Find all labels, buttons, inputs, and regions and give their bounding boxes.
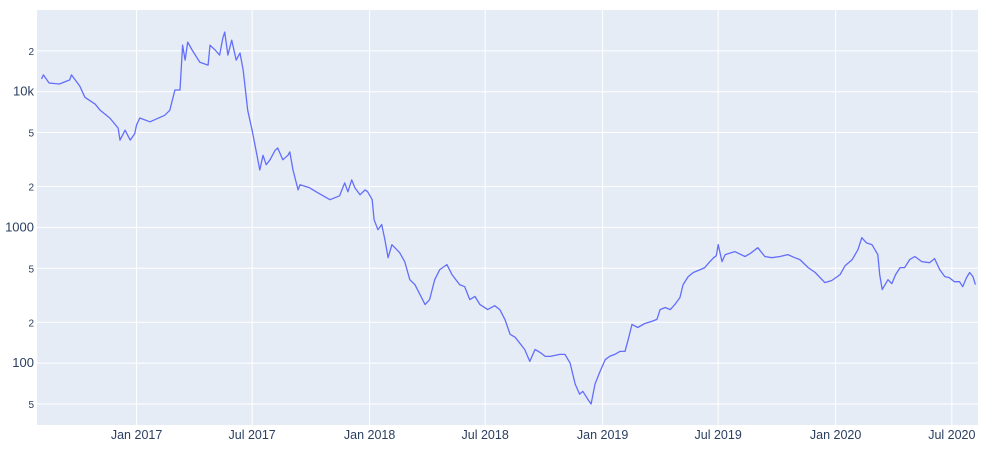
x-tick-label: Jul 2019 [695,428,742,442]
y-tick-label: 100 [12,355,34,370]
x-tick-label: Jan 2017 [111,428,162,442]
y-tick-label: 5 [28,264,34,275]
y-tick-label: 5 [28,400,34,411]
y-tick-label: 10k [13,84,34,99]
x-axis-ticks: Jan 2017 Jul 2017 Jan 2018 Jul 2018 Jan 2019… [111,428,976,442]
y-tick-label: 2 [28,47,34,58]
x-tick-label: Jan 2019 [577,428,628,442]
y-axis-ticks: 2 10k 5 2 1000 5 2 100 5 [5,47,34,411]
y-tick-label: 5 [28,129,34,140]
x-tick-label: Jul 2020 [928,428,975,442]
y-tick-label: 2 [28,318,34,329]
y-tick-label: 2 [28,183,34,194]
x-tick-label: Jul 2017 [229,428,276,442]
x-tick-label: Jul 2018 [462,428,509,442]
plot-background [37,10,978,425]
gridlines [37,10,978,425]
y-tick-label: 1000 [5,219,34,234]
x-tick-label: Jan 2018 [344,428,395,442]
series-line [40,31,977,405]
x-tick-label: Jan 2020 [810,428,861,442]
